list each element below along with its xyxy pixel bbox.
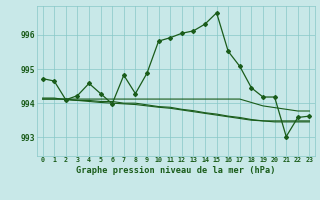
X-axis label: Graphe pression niveau de la mer (hPa): Graphe pression niveau de la mer (hPa) [76,166,276,175]
